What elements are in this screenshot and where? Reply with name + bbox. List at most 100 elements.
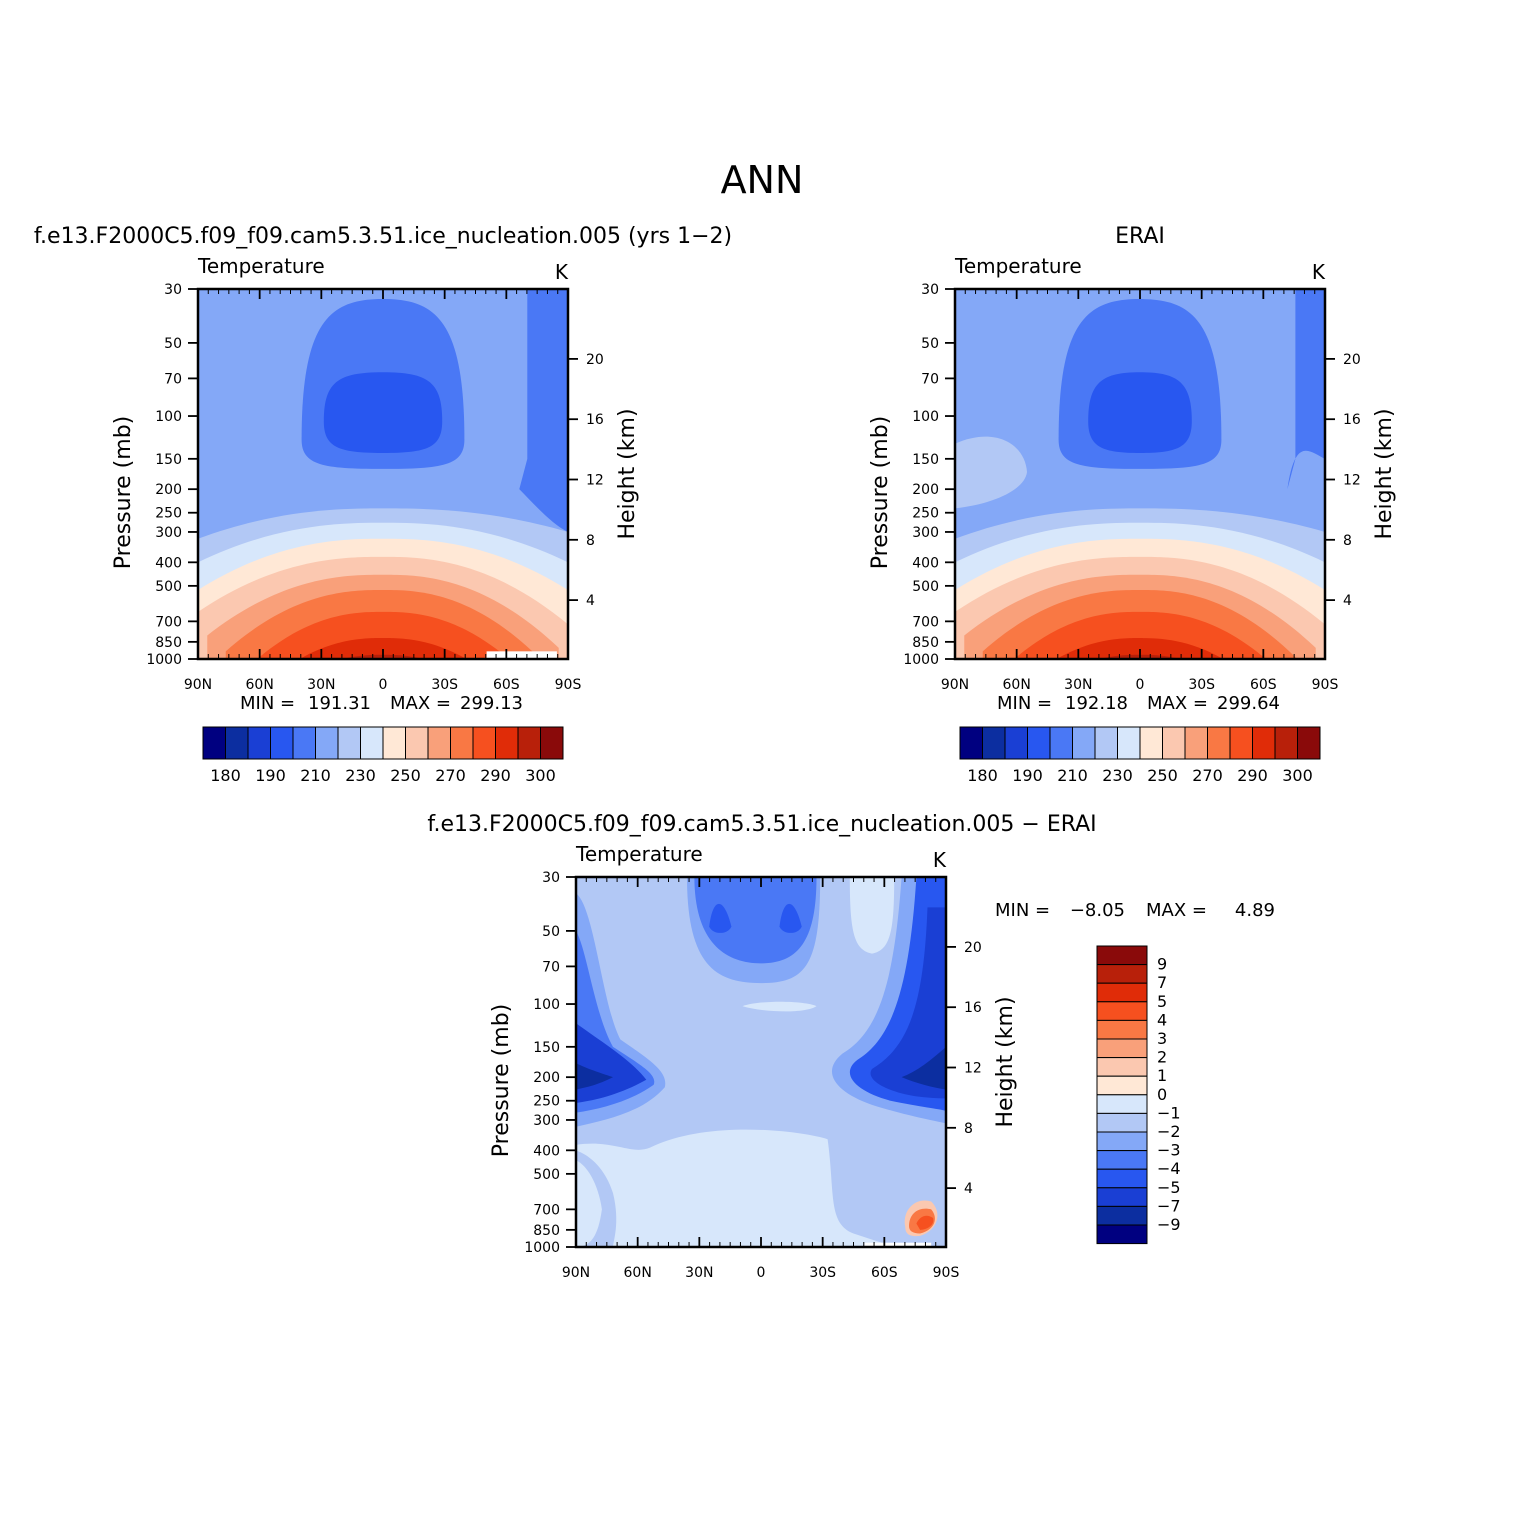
- colorbar-swatch: [1297, 726, 1321, 760]
- colorbar-swatch: [1229, 726, 1253, 760]
- min-label: MIN =: [997, 693, 1052, 714]
- x-tick-label: 90S: [933, 1265, 960, 1281]
- y-tick-label: 400: [912, 555, 939, 571]
- colorbar-label: −2: [1157, 1122, 1181, 1141]
- colorbar-swatch: [472, 726, 496, 760]
- x-tick-label: 90S: [1312, 677, 1339, 693]
- y-tick-label: 300: [155, 525, 182, 541]
- x-tick-label: 30N: [1064, 677, 1092, 693]
- field-band: [519, 289, 568, 532]
- colorbar-label: 270: [435, 766, 466, 785]
- colorbar-swatch: [1096, 1224, 1148, 1245]
- x-tick-label: 60S: [493, 677, 520, 693]
- y2-tick-label: 20: [1343, 352, 1361, 368]
- y-tick-label: 150: [533, 1040, 560, 1056]
- colorbar-swatch: [1094, 726, 1118, 760]
- y-tick-label: 500: [155, 579, 182, 595]
- right-string: K: [933, 848, 947, 872]
- field-band: [694, 877, 817, 964]
- colorbar-label: 7: [1157, 973, 1167, 992]
- field-core: [916, 1215, 934, 1230]
- colorbar-swatch: [337, 726, 361, 760]
- y-tick-label: 50: [921, 336, 939, 352]
- colorbar-swatch: [1117, 726, 1141, 760]
- colorbar-swatch: [1096, 1038, 1148, 1059]
- colorbar-label: 300: [525, 766, 556, 785]
- y-tick-label: 100: [912, 409, 939, 425]
- y-tick-label: 850: [912, 635, 939, 651]
- field-core: [779, 903, 802, 933]
- colorbar-swatch: [1096, 1150, 1148, 1170]
- y-tick-label: 30: [164, 282, 182, 298]
- x-tick-label: 30N: [307, 677, 335, 693]
- colorbar-label: 4: [1157, 1010, 1167, 1029]
- panel-1: f.e13.F2000C5.f09_f09.cam5.3.51.ice_nucl…: [34, 224, 732, 785]
- y-tick-label: 250: [155, 506, 182, 522]
- colorbar-label: 290: [480, 766, 511, 785]
- colorbar-swatch: [1096, 1075, 1148, 1096]
- field-band: [1014, 611, 1266, 659]
- colorbar-label: 9: [1157, 955, 1167, 974]
- y-tick-label: 70: [542, 959, 560, 975]
- x-tick-label: 90N: [562, 1265, 590, 1281]
- y-tick-label: 70: [921, 371, 939, 387]
- colorbar-swatch: [1096, 1112, 1148, 1133]
- colorbar-swatch: [1274, 726, 1298, 760]
- y2-tick-label: 20: [586, 352, 604, 368]
- colorbar-label: 1: [1157, 1066, 1167, 1085]
- y2-tick-label: 20: [964, 940, 982, 956]
- y-tick-label: 100: [533, 997, 560, 1013]
- y-tick-label: 300: [533, 1113, 560, 1129]
- y-tick-label: 1000: [903, 652, 939, 668]
- max-label: MAX =: [1147, 693, 1208, 714]
- y-tick-label: 1000: [146, 652, 182, 668]
- colorbar-swatch: [405, 726, 429, 760]
- colorbar-label: 250: [390, 766, 421, 785]
- y-tick-label: 500: [912, 579, 939, 595]
- y2-tick-label: 12: [964, 1061, 982, 1077]
- max-label: MAX =: [390, 693, 451, 714]
- y-tick-label: 100: [155, 409, 182, 425]
- y-tick-label: 30: [921, 282, 939, 298]
- colorbar-label: −7: [1157, 1196, 1181, 1215]
- y-tick-label: 1000: [524, 1240, 560, 1256]
- y-axis-label: Pressure (mb): [868, 416, 893, 570]
- field-band: [1056, 638, 1224, 659]
- colorbar-swatch: [1096, 1057, 1148, 1077]
- colorbar-swatch: [1096, 1131, 1148, 1152]
- x-tick-label: 30S: [1188, 677, 1215, 693]
- y2-tick-label: 4: [964, 1181, 973, 1197]
- x-tick-label: 60S: [871, 1265, 898, 1281]
- right-string: K: [555, 260, 569, 284]
- colorbar-swatch: [1049, 726, 1073, 760]
- y2-tick-label: 4: [586, 593, 595, 609]
- colorbar-swatch: [1096, 1205, 1148, 1226]
- y2-axis-label: Height (km): [615, 408, 640, 539]
- y-tick-label: 200: [155, 482, 182, 498]
- colorbar-swatch: [1139, 726, 1163, 760]
- x-tick-label: 60S: [1250, 677, 1277, 693]
- x-tick-label: 60N: [246, 677, 274, 693]
- y-tick-label: 250: [912, 506, 939, 522]
- colorbar-label: 5: [1157, 992, 1167, 1011]
- x-tick-label: 90N: [941, 677, 969, 693]
- y2-tick-label: 16: [586, 412, 604, 428]
- contour-field: [955, 289, 1325, 659]
- colorbar-label: −1: [1157, 1103, 1181, 1122]
- y2-tick-label: 12: [1343, 473, 1361, 489]
- y-tick-label: 700: [912, 614, 939, 630]
- panels-group: f.e13.F2000C5.f09_f09.cam5.3.51.ice_nucl…: [34, 224, 1397, 1281]
- y-tick-label: 70: [164, 371, 182, 387]
- colorbar-swatch: [247, 726, 271, 760]
- colorbar-label: −4: [1157, 1159, 1181, 1178]
- field-band: [299, 638, 467, 659]
- panel-title: f.e13.F2000C5.f09_f09.cam5.3.51.ice_nucl…: [427, 812, 1096, 837]
- y-tick-label: 400: [533, 1143, 560, 1159]
- colorbar-swatch: [1096, 1168, 1148, 1189]
- field-core: [576, 1063, 613, 1090]
- colorbar-label: 210: [300, 766, 331, 785]
- x-tick-label: 0: [379, 677, 388, 693]
- y-tick-label: 200: [912, 482, 939, 498]
